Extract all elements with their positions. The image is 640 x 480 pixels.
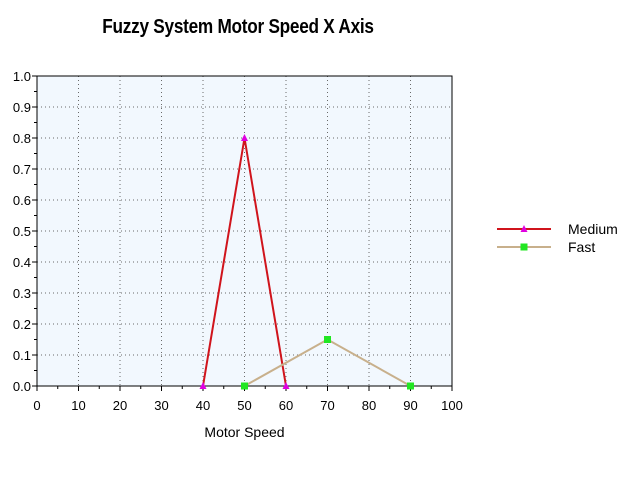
x-tick-label: 70: [320, 398, 334, 413]
data-point-marker: [282, 382, 290, 389]
y-tick-label: 0.3: [13, 286, 31, 301]
x-tick-label: 100: [441, 398, 463, 413]
series-medium: [199, 134, 290, 389]
x-axis-label: Motor Speed: [204, 424, 284, 440]
x-tick-label: 0: [33, 398, 40, 413]
y-tick-label: 0.8: [13, 131, 31, 146]
legend-marker: [520, 225, 528, 232]
y-tick-label: 0.5: [13, 224, 31, 239]
y-tick-label: 0.4: [13, 255, 31, 270]
data-point-marker: [241, 382, 248, 390]
series-fast: [241, 336, 414, 390]
y-tick-label: 0.2: [13, 317, 31, 332]
x-tick-label: 50: [237, 398, 251, 413]
y-tick-label: 0.1: [13, 348, 31, 363]
y-tick-label: 0.0: [13, 379, 31, 394]
x-tick-label: 80: [362, 398, 376, 413]
data-point-marker: [241, 134, 248, 141]
data-point-marker: [199, 382, 207, 389]
x-tick-label: 40: [196, 398, 210, 413]
series-layer: [199, 134, 414, 390]
legend-label: Fast: [568, 239, 595, 255]
x-axis-ticks: 0 10 20 30 40 50 60 70 80 90 100: [33, 386, 463, 413]
y-tick-label: 0.9: [13, 100, 31, 115]
x-tick-label: 60: [279, 398, 293, 413]
x-tick-label: 20: [113, 398, 127, 413]
legend-label: Medium: [568, 221, 618, 237]
y-tick-label: 0.6: [13, 193, 31, 208]
y-tick-label: 0.7: [13, 162, 31, 177]
legend-item-fast: Fast: [497, 239, 595, 255]
y-tick-label: 1.0: [13, 69, 31, 84]
x-tick-label: 90: [403, 398, 417, 413]
legend: Medium Fast: [497, 221, 618, 255]
legend-item-medium: Medium: [497, 221, 618, 237]
plot-area: [37, 76, 452, 386]
chart-title: Fuzzy System Motor Speed X Axis: [102, 16, 374, 38]
y-axis-ticks: 0.0 0.1 0.2 0.3 0.4 0.5 0.6 0.7 0.8 0.9 1.0: [13, 69, 37, 394]
x-tick-label: 10: [71, 398, 85, 413]
x-tick-label: 30: [154, 398, 168, 413]
data-point-marker: [324, 336, 331, 343]
data-point-marker: [407, 382, 414, 390]
legend-marker: [520, 243, 528, 251]
